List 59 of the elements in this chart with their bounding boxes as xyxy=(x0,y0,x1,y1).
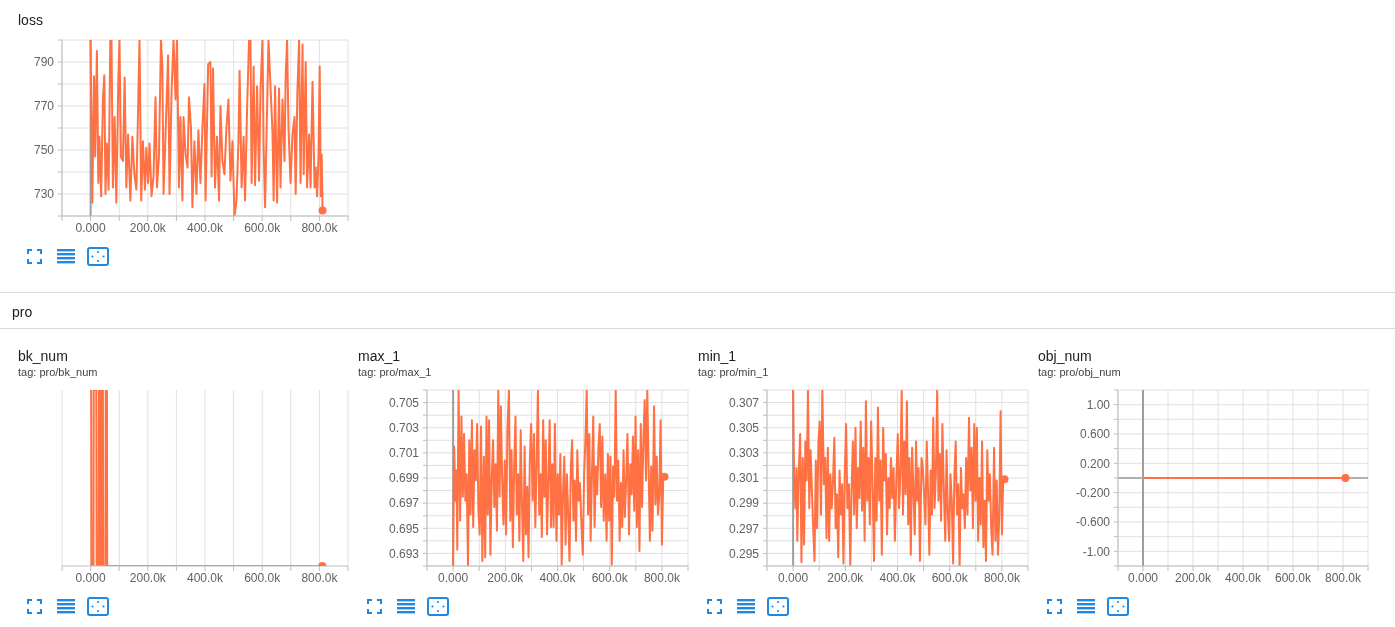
x-tick-label: 800.0k xyxy=(301,570,339,585)
y-tick-label: 1.00 xyxy=(1086,397,1111,412)
x-tick-label: 800.0k xyxy=(983,570,1021,585)
y-tick-label: 0.705 xyxy=(388,395,420,410)
x-tick-label: 200.0k xyxy=(827,570,865,585)
chart-subtitle: tag: pro/obj_num xyxy=(1038,366,1121,379)
x-tick-label: 600.0k xyxy=(1274,570,1313,585)
chart-title: max_1 xyxy=(358,348,401,364)
chart-title: min_1 xyxy=(698,348,737,364)
y-tick-label: 0.305 xyxy=(728,420,760,435)
x-tick-label: 0.000 xyxy=(75,220,106,235)
y-tick-label: -0.200 xyxy=(1075,485,1111,500)
x-tick-label: 400.0k xyxy=(1224,570,1263,585)
chart-title: bk_num xyxy=(18,348,68,364)
x-tick-label: 200.0k xyxy=(129,570,167,585)
x-tick-label: 600.0k xyxy=(244,220,282,235)
y-tick-label: 0.697 xyxy=(388,496,420,511)
x-tick-label: 400.0k xyxy=(879,570,917,585)
y-tick-label: 0.307 xyxy=(728,395,760,410)
y-tick-label: 0.297 xyxy=(728,521,760,536)
y-tick-label: 750 xyxy=(33,143,55,158)
chart-subtitle: tag: pro/bk_num xyxy=(18,366,98,379)
x-tick-label: 400.0k xyxy=(539,570,577,585)
y-tick-label: 790 xyxy=(33,55,55,70)
text: pro xyxy=(12,304,33,320)
y-tick-label: 0.303 xyxy=(728,446,760,461)
x-tick-label: 800.0k xyxy=(643,570,681,585)
chart-subtitle: tag: pro/min_1 xyxy=(698,366,769,379)
chart-title: obj_num xyxy=(1038,348,1092,364)
y-tick-label: 0.295 xyxy=(728,546,760,561)
x-tick-label: 800.0k xyxy=(1324,570,1363,585)
x-tick-label: 400.0k xyxy=(186,570,225,585)
x-tick-label: 0.000 xyxy=(75,570,106,585)
y-tick-label: 0.699 xyxy=(388,471,420,486)
x-tick-label: 600.0k xyxy=(591,570,629,585)
x-tick-label: 0.000 xyxy=(438,570,469,585)
chart-title: loss xyxy=(18,12,43,28)
chart-subtitle: tag: pro/max_1 xyxy=(358,366,432,379)
y-tick-label: 0.600 xyxy=(1079,427,1111,442)
y-tick-label: 770 xyxy=(33,99,55,114)
x-tick-label: 400.0k xyxy=(186,220,225,235)
y-tick-label: 0.701 xyxy=(388,446,420,461)
y-tick-label: 0.703 xyxy=(388,420,420,435)
x-tick-label: 0.000 xyxy=(1127,570,1159,585)
x-tick-label: 200.0k xyxy=(129,220,167,235)
x-tick-label: 600.0k xyxy=(931,570,969,585)
x-tick-label: 200.0k xyxy=(487,570,525,585)
x-tick-label: 800.0k xyxy=(301,220,339,235)
y-tick-label: -1.00 xyxy=(1082,544,1111,559)
y-tick-label: 0.299 xyxy=(728,496,760,511)
y-tick-label: 0.695 xyxy=(388,521,420,536)
y-tick-label: -0.600 xyxy=(1075,515,1111,530)
y-tick-label: 0.693 xyxy=(388,546,420,561)
x-tick-label: 0.000 xyxy=(778,570,809,585)
y-tick-label: 730 xyxy=(33,187,55,202)
x-tick-label: 200.0k xyxy=(1174,570,1213,585)
y-tick-label: 0.200 xyxy=(1079,456,1111,471)
x-tick-label: 600.0k xyxy=(244,570,282,585)
y-tick-label: 0.301 xyxy=(728,471,760,486)
